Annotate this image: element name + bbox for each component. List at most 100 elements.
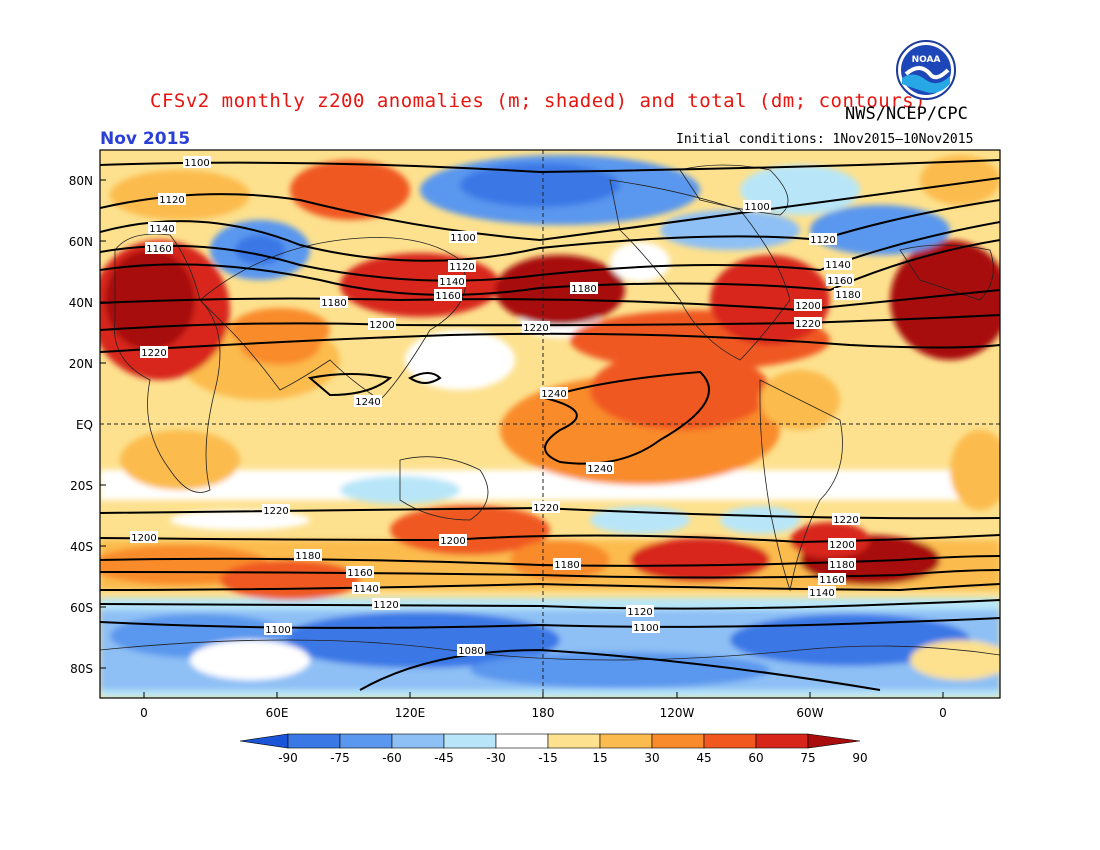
contour-label: 1220 xyxy=(140,346,168,359)
contour-label: 1220 xyxy=(262,504,290,517)
contour-label: 1140 xyxy=(808,586,836,599)
contour-label: 1160 xyxy=(826,274,854,287)
lon-label: 60W xyxy=(796,706,823,720)
lat-label: 80N xyxy=(69,174,93,188)
contour-label: 1180 xyxy=(570,282,598,295)
colorbar-label: -30 xyxy=(486,751,506,765)
lat-label: 40N xyxy=(69,296,93,310)
colorbar-label: -90 xyxy=(278,751,298,765)
contour-label: 1180 xyxy=(553,558,581,571)
svg-text:1180: 1180 xyxy=(295,551,320,562)
svg-text:1140: 1140 xyxy=(149,224,174,235)
lon-label: 60E xyxy=(266,706,289,720)
svg-text:1100: 1100 xyxy=(184,158,209,169)
svg-text:1220: 1220 xyxy=(263,506,288,517)
contour-label: 1100 xyxy=(632,621,660,634)
contour-lines xyxy=(100,159,1000,691)
svg-text:1120: 1120 xyxy=(449,262,474,273)
svg-text:1220: 1220 xyxy=(795,319,820,330)
colorbar-arrow-left xyxy=(239,733,289,749)
svg-text:1160: 1160 xyxy=(819,575,844,586)
contour-label: 1100 xyxy=(743,200,771,213)
colorbar-segment xyxy=(547,733,601,749)
svg-text:1160: 1160 xyxy=(435,291,460,302)
contour-label: 1120 xyxy=(626,605,654,618)
contour-label: 1140 xyxy=(352,582,380,595)
svg-text:1140: 1140 xyxy=(353,584,378,595)
svg-text:1200: 1200 xyxy=(369,320,394,331)
month-label: Nov 2015 xyxy=(100,129,191,149)
svg-text:1180: 1180 xyxy=(835,290,860,301)
colorbar-label: 15 xyxy=(592,751,607,765)
contour-label-layer: 1100 1120 1140 1160 1100 1120 1140 1160 … xyxy=(130,156,862,657)
svg-text:1180: 1180 xyxy=(571,284,596,295)
svg-text:1240: 1240 xyxy=(587,464,612,475)
svg-text:1120: 1120 xyxy=(810,235,835,246)
svg-text:1220: 1220 xyxy=(523,323,548,334)
svg-text:1180: 1180 xyxy=(321,298,346,309)
svg-text:1120: 1120 xyxy=(159,195,184,206)
contour-label: 1160 xyxy=(346,566,374,579)
lon-label: 120W xyxy=(660,706,695,720)
svg-text:1160: 1160 xyxy=(146,244,171,255)
svg-text:1140: 1140 xyxy=(825,260,850,271)
noaa-logo-icon: NOAA xyxy=(896,40,956,100)
colorbar-arrow-right xyxy=(807,733,861,749)
contour-label: 1100 xyxy=(449,231,477,244)
colorbar-segment xyxy=(703,733,757,749)
colorbar-label: -75 xyxy=(330,751,350,765)
svg-text:1240: 1240 xyxy=(355,397,380,408)
colorbar-label: -60 xyxy=(382,751,402,765)
svg-text:1140: 1140 xyxy=(809,588,834,599)
contour-label: 1200 xyxy=(794,299,822,312)
colorbar-label: 30 xyxy=(644,751,659,765)
svg-text:1200: 1200 xyxy=(829,540,854,551)
lat-axis: 80N 60N 40N 20N EQ 20S 40S 60S 80S xyxy=(69,174,93,676)
contour-label: 1120 xyxy=(448,260,476,273)
coastlines xyxy=(100,164,1000,661)
contour-label: 1160 xyxy=(145,242,173,255)
colorbar-label: 45 xyxy=(696,751,711,765)
svg-text:1120: 1120 xyxy=(627,607,652,618)
lat-label: 40S xyxy=(70,540,93,554)
svg-text:1200: 1200 xyxy=(440,536,465,547)
contour-label: 1240 xyxy=(586,462,614,475)
svg-text:1100: 1100 xyxy=(450,233,475,244)
colorbar-segment xyxy=(495,733,549,749)
svg-text:1080: 1080 xyxy=(458,646,483,657)
svg-text:1140: 1140 xyxy=(439,277,464,288)
contour-label: 1240 xyxy=(354,395,382,408)
svg-text:1160: 1160 xyxy=(347,568,372,579)
colorbar-segment xyxy=(599,733,653,749)
svg-text:1180: 1180 xyxy=(829,560,854,571)
contour-label: 1200 xyxy=(439,534,467,547)
contour-label: 1120 xyxy=(158,193,186,206)
svg-text:1160: 1160 xyxy=(827,276,852,287)
contour-label: 1100 xyxy=(264,623,292,636)
colorbar-label: -45 xyxy=(434,751,454,765)
colorbar-label: 90 xyxy=(852,751,867,765)
colorbar-label: 60 xyxy=(748,751,763,765)
contour-label: 1240 xyxy=(540,387,568,400)
svg-text:1100: 1100 xyxy=(265,625,290,636)
noaa-logo-text: NOAA xyxy=(912,55,941,65)
contour-label: 1220 xyxy=(832,513,860,526)
contour-label: 1120 xyxy=(809,233,837,246)
lat-label: 60S xyxy=(70,601,93,615)
colorbar-segment xyxy=(443,733,497,749)
contour-label: 1120 xyxy=(372,598,400,611)
colorbar-label: 75 xyxy=(800,751,815,765)
map-frame xyxy=(99,149,1001,699)
contour-label: 1200 xyxy=(828,538,856,551)
colorbar-segment xyxy=(339,733,393,749)
svg-text:1200: 1200 xyxy=(131,533,156,544)
contour-label: 1200 xyxy=(130,531,158,544)
lat-label: 80S xyxy=(70,662,93,676)
lat-label: EQ xyxy=(76,418,93,432)
contour-label: 1160 xyxy=(818,573,846,586)
agency-label: NWS/NCEP/CPC xyxy=(845,104,968,124)
contour-label: 1180 xyxy=(320,296,348,309)
colorbar-segment xyxy=(755,733,809,749)
contour-label: 1180 xyxy=(834,288,862,301)
